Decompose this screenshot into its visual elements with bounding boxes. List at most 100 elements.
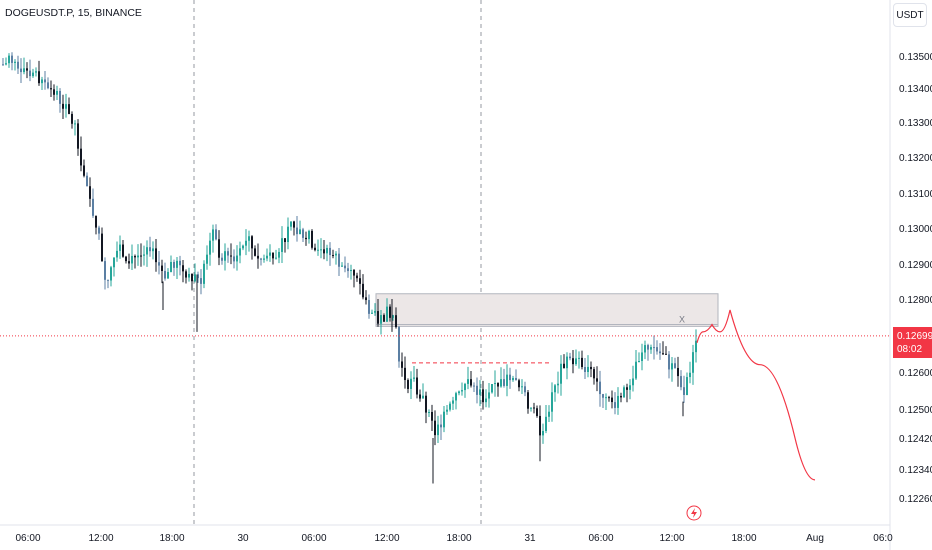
candle-body: [656, 347, 658, 352]
candle-body: [548, 411, 550, 417]
candle-body: [260, 258, 262, 260]
candle-body: [44, 79, 46, 83]
currency-button[interactable]: USDT: [893, 3, 927, 27]
candle-body: [647, 345, 649, 350]
zone-layer: [375, 293, 719, 327]
candle-body: [173, 261, 175, 268]
candle-body: [113, 257, 115, 268]
candle-body: [290, 221, 292, 227]
candle-body: [602, 394, 604, 398]
x-tick-label: 06:0: [873, 533, 893, 544]
candle-body: [284, 238, 286, 243]
candle-body: [635, 361, 637, 379]
candle-body: [440, 424, 442, 428]
candle-body: [599, 381, 601, 395]
candle-body: [497, 383, 499, 387]
candle-body: [371, 312, 373, 314]
candle-body: [344, 265, 346, 269]
candle-body: [338, 253, 340, 267]
candle-body: [659, 351, 661, 354]
candle-body: [533, 407, 535, 409]
candle-body: [212, 229, 214, 241]
candle-body: [611, 397, 613, 403]
y-tick-label: 0.13100: [899, 189, 932, 200]
y-tick-label: 0.13400: [899, 84, 932, 95]
candle-body: [569, 356, 571, 359]
candle-body: [542, 430, 544, 436]
candle-body: [425, 395, 427, 413]
candle-body: [137, 255, 139, 258]
candle-body: [473, 385, 475, 387]
x-tick-label: 18:00: [159, 533, 184, 544]
candle-body: [470, 379, 472, 386]
candle-body: [62, 103, 64, 109]
candle-body: [362, 283, 364, 298]
candle-body: [443, 411, 445, 428]
x-tick-label: Aug: [806, 533, 824, 544]
candle-body: [266, 255, 268, 259]
y-tick-label: 0.13500: [899, 52, 932, 63]
y-tick-label: 0.13300: [899, 118, 932, 129]
candle-body: [620, 395, 622, 398]
candle-body: [419, 394, 421, 399]
candle-body: [347, 268, 349, 272]
candle-body: [323, 249, 325, 254]
candle-body: [110, 267, 112, 281]
candle-body: [434, 420, 436, 436]
candle-body: [317, 249, 319, 251]
candle-body: [461, 390, 463, 392]
candle-body: [437, 424, 439, 436]
candle-body: [89, 186, 91, 199]
candle-body: [650, 347, 652, 350]
candle-body: [566, 356, 568, 369]
symbol-label: DOGEUSDT.P, 15, BINANCE: [5, 7, 142, 19]
candle-body: [320, 249, 322, 251]
candle-body: [458, 391, 460, 394]
candle-body: [539, 415, 541, 436]
candle-body: [689, 372, 691, 378]
candle-body: [17, 61, 19, 69]
candle-body: [275, 257, 277, 259]
candle-body: [668, 354, 670, 370]
y-tick-label: 0.12260: [899, 494, 932, 505]
candle-body: [68, 104, 70, 114]
candle-body: [608, 397, 610, 399]
candle-body: [449, 403, 451, 410]
candle-body: [77, 123, 79, 149]
candle-body: [191, 273, 193, 282]
candle-body: [122, 244, 124, 257]
candle-body: [74, 123, 76, 125]
candle-body: [272, 252, 274, 259]
candle-body: [404, 367, 406, 381]
candle-body: [152, 248, 154, 252]
candle-body: [98, 227, 100, 234]
candle-body: [239, 248, 241, 256]
candle-body: [11, 55, 13, 63]
last-price-value: 0.12699: [897, 331, 932, 342]
candle-body: [494, 383, 496, 385]
candle-body: [674, 363, 676, 368]
candle-body: [131, 255, 133, 264]
candle-body: [467, 379, 469, 384]
candle-body: [593, 369, 595, 379]
candle-body: [302, 229, 304, 238]
candle-body: [578, 357, 580, 359]
candle-body: [95, 215, 97, 228]
candle-body: [20, 68, 22, 73]
candle-body: [179, 260, 181, 266]
candle-body: [125, 256, 127, 262]
candle-body: [263, 258, 265, 260]
candle-body: [2, 64, 4, 66]
candle-body: [677, 367, 679, 377]
candle-body: [359, 278, 361, 284]
x-tick-label: 30: [237, 533, 249, 544]
candle-body: [86, 175, 88, 187]
candle-body: [107, 279, 109, 281]
candle-body: [197, 274, 199, 279]
candle-body: [335, 253, 337, 256]
candle-body: [395, 315, 397, 328]
candle-body: [143, 254, 145, 256]
y-tick-label: 0.12800: [899, 295, 932, 306]
